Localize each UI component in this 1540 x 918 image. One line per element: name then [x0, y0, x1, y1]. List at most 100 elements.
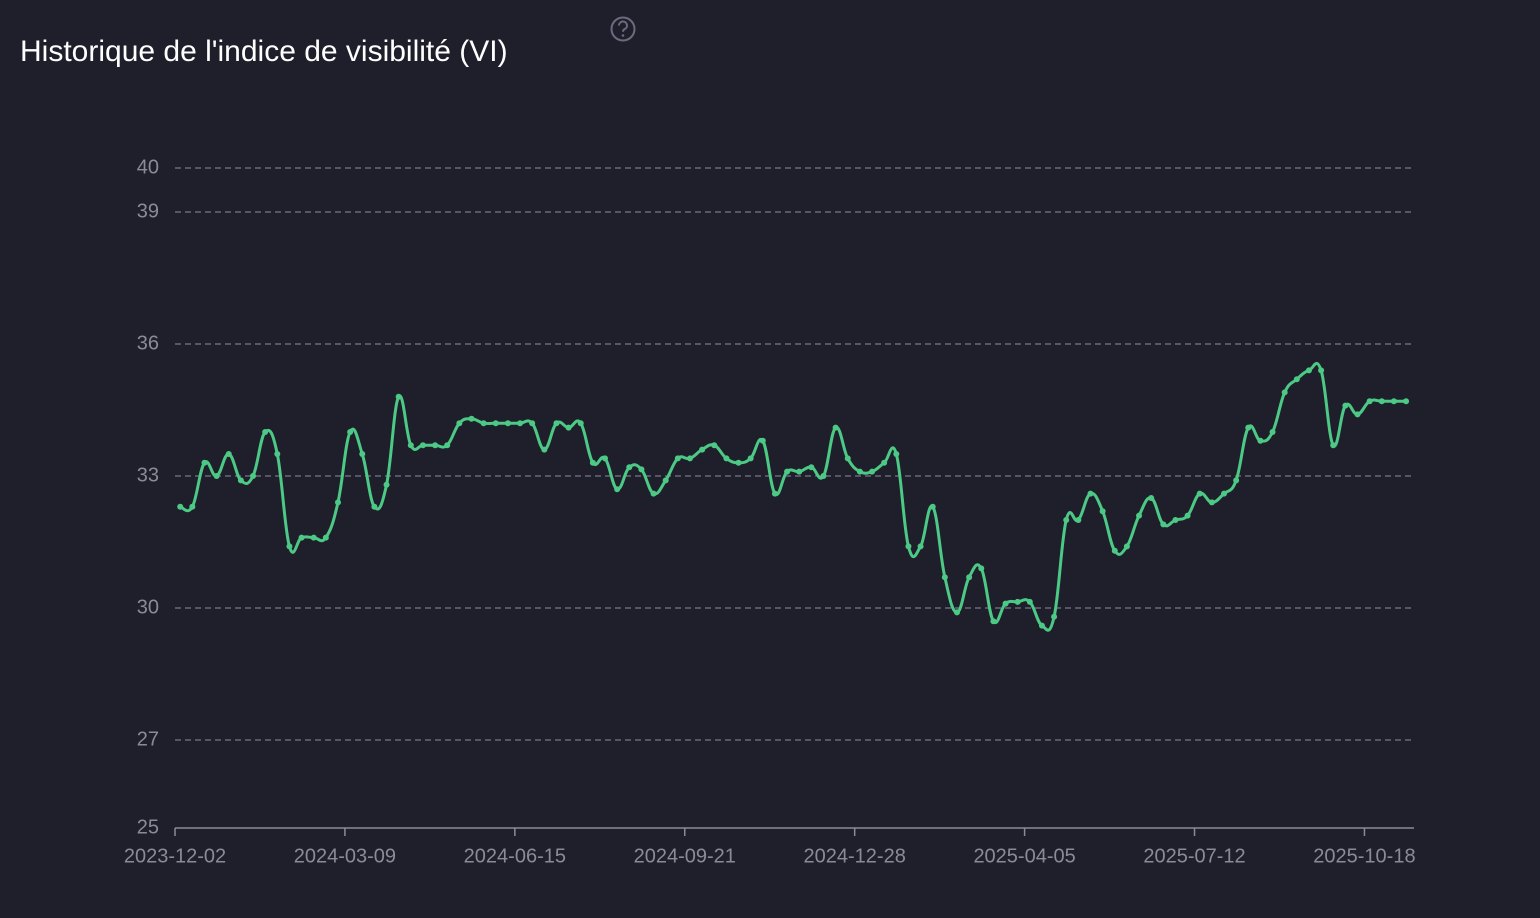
- data-point: [1257, 437, 1264, 444]
- data-point: [662, 477, 669, 484]
- data-point: [1160, 521, 1167, 528]
- data-point: [941, 574, 948, 581]
- data-point: [456, 420, 463, 427]
- help-dot[interactable]: [621, 34, 625, 37]
- data-point: [1245, 424, 1252, 431]
- data-point: [1111, 547, 1118, 554]
- data-point: [796, 468, 803, 475]
- data-point: [602, 455, 609, 462]
- data-point: [917, 543, 924, 550]
- x-tick-label: 2023-12-02: [124, 845, 226, 867]
- data-point: [1184, 512, 1191, 519]
- help-circle[interactable]: [610, 16, 636, 42]
- y-tick-label: 40: [137, 156, 159, 178]
- data-point: [1002, 600, 1009, 607]
- data-point: [334, 499, 341, 506]
- data-point: [541, 446, 548, 453]
- x-tick-label: 2024-09-21: [634, 845, 736, 867]
- data-point: [674, 455, 681, 462]
- data-point: [1390, 398, 1397, 405]
- data-point: [529, 420, 536, 427]
- data-point: [1196, 490, 1203, 497]
- data-point: [1075, 517, 1082, 523]
- data-point: [1354, 411, 1361, 418]
- data-point: [201, 459, 208, 466]
- x-tick-label: 2025-10-18: [1313, 845, 1415, 867]
- data-point: [808, 464, 815, 471]
- y-tick-label: 36: [137, 332, 159, 354]
- data-point: [820, 473, 827, 479]
- data-point: [286, 543, 293, 550]
- data-point: [1148, 495, 1155, 501]
- data-point: [492, 420, 499, 427]
- data-point: [577, 420, 584, 427]
- data-point: [274, 451, 281, 457]
- data-point: [905, 543, 912, 550]
- data-point: [1051, 613, 1058, 620]
- data-point: [699, 446, 706, 453]
- data-point: [1208, 499, 1215, 506]
- data-point: [298, 534, 305, 541]
- data-point: [177, 503, 184, 510]
- data-point: [747, 455, 754, 462]
- chart-title: Historique de l'indice de visibilité (VI…: [20, 35, 508, 68]
- data-point: [711, 442, 718, 449]
- data-point: [189, 503, 196, 510]
- data-point: [832, 424, 839, 431]
- data-point: [638, 466, 645, 473]
- data-point: [735, 459, 742, 466]
- data-point: [1293, 376, 1300, 383]
- data-point: [966, 574, 973, 581]
- data-point: [1330, 442, 1337, 449]
- data-point: [225, 451, 232, 457]
- data-point: [1123, 543, 1130, 550]
- data-point: [419, 442, 426, 449]
- data-point: [1099, 508, 1106, 515]
- data-point: [1342, 402, 1349, 409]
- data-point: [614, 486, 621, 493]
- data-point: [893, 451, 900, 457]
- x-tick-label: 2024-06-15: [464, 845, 566, 867]
- data-point: [347, 429, 354, 435]
- data-point: [626, 464, 633, 471]
- y-tick-label: 27: [137, 728, 159, 750]
- data-point: [784, 468, 791, 475]
- data-point: [250, 473, 257, 479]
- data-point: [432, 442, 439, 449]
- x-tick-label: 2025-04-05: [973, 845, 1075, 867]
- data-point: [856, 468, 863, 475]
- data-point: [444, 442, 451, 449]
- data-point: [480, 420, 487, 427]
- data-point: [395, 393, 402, 400]
- data-point: [1403, 398, 1410, 405]
- data-point: [1014, 598, 1021, 605]
- data-point: [844, 455, 851, 462]
- data-point: [990, 618, 997, 625]
- y-tick-label: 25: [137, 816, 159, 838]
- x-tick-label: 2024-12-28: [804, 845, 906, 867]
- data-point: [383, 481, 390, 488]
- data-point: [723, 455, 730, 462]
- data-point: [869, 468, 876, 475]
- data-point: [322, 534, 329, 541]
- x-tick-label: 2025-07-12: [1143, 845, 1245, 867]
- x-tick-label: 2024-03-09: [294, 845, 396, 867]
- help-icon[interactable]: [610, 16, 636, 42]
- data-point: [371, 503, 378, 510]
- data-point: [468, 415, 475, 422]
- data-point: [1318, 367, 1325, 374]
- data-point: [1087, 490, 1094, 497]
- data-point: [929, 503, 936, 510]
- data-point: [771, 490, 778, 497]
- data-point: [1269, 429, 1276, 435]
- y-tick-label: 39: [137, 200, 159, 222]
- data-point: [1378, 398, 1385, 405]
- data-point: [262, 429, 269, 435]
- help-glyph[interactable]: [618, 20, 628, 32]
- data-point: [553, 420, 560, 427]
- data-point: [237, 477, 244, 484]
- data-point: [1366, 398, 1373, 405]
- data-point: [1233, 477, 1240, 484]
